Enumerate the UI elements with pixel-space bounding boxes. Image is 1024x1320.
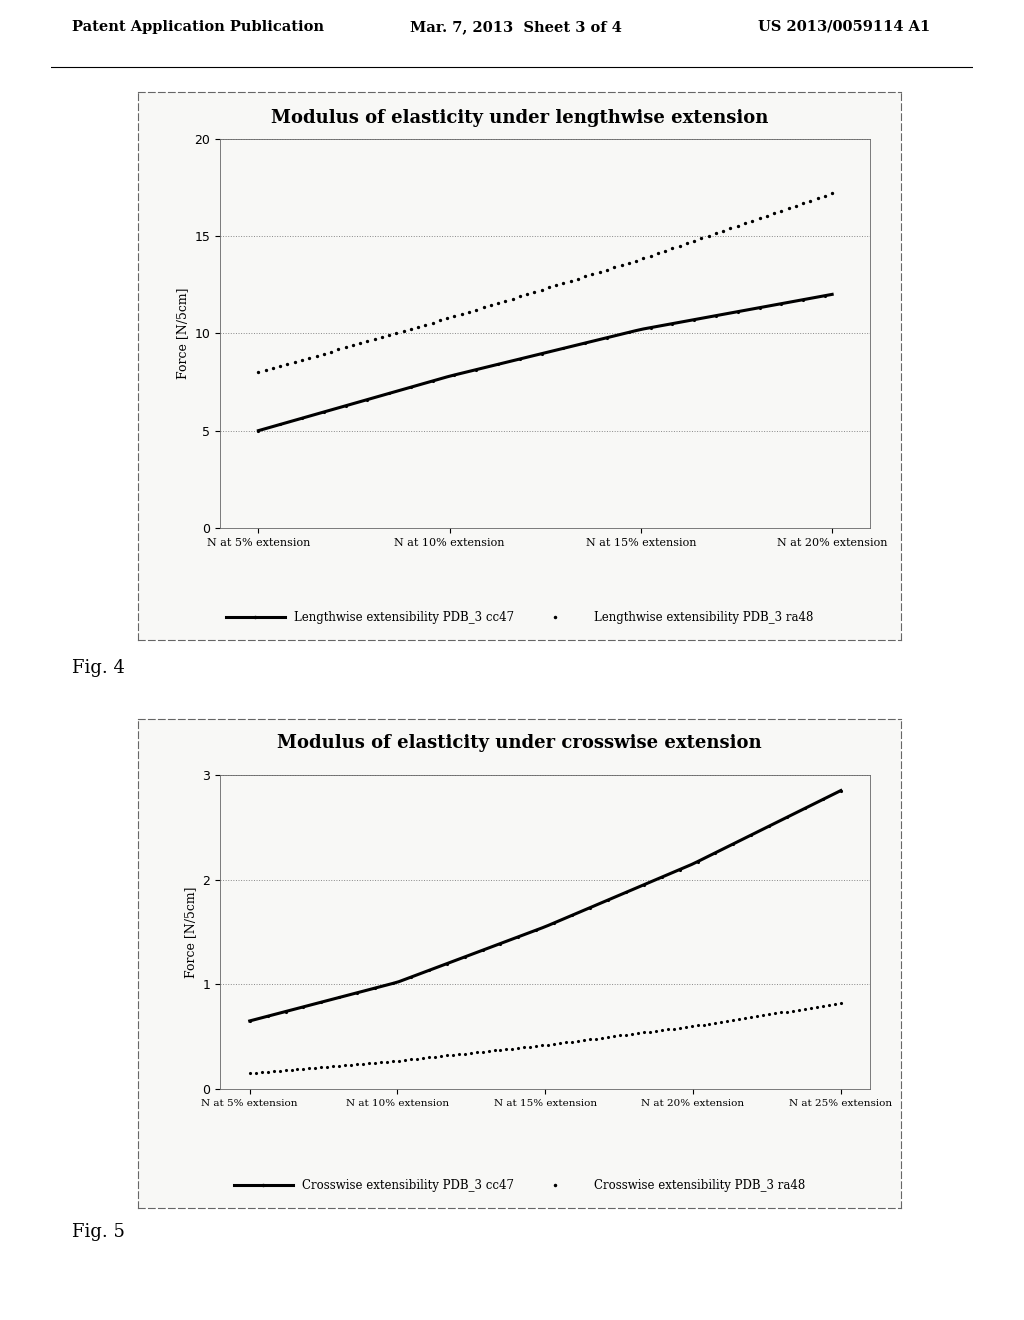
Text: Fig. 5: Fig. 5 (72, 1222, 125, 1241)
Legend: Lengthwise extensibility PDB_3 cc47, Lengthwise extensibility PDB_3 ra48: Lengthwise extensibility PDB_3 cc47, Len… (221, 606, 818, 628)
Text: Modulus of elasticity under lengthwise extension: Modulus of elasticity under lengthwise e… (271, 108, 768, 127)
Text: Fig. 4: Fig. 4 (72, 659, 125, 677)
Text: lengthwise vs. lengthwise-crosswise: lengthwise vs. lengthwise-crosswise (398, 788, 641, 801)
Text: US 2013/0059114 A1: US 2013/0059114 A1 (758, 20, 930, 34)
Text: Patent Application Publication: Patent Application Publication (72, 20, 324, 34)
Y-axis label: Force [N/5cm]: Force [N/5cm] (184, 886, 197, 978)
Text: lengthwise vs. lengthwise-crosswise: lengthwise vs. lengthwise-crosswise (398, 158, 641, 172)
Y-axis label: Force [N/5cm]: Force [N/5cm] (176, 288, 189, 379)
Text: Modulus of elasticity under crosswise extension: Modulus of elasticity under crosswise ex… (278, 734, 762, 752)
Legend: Crosswise extensibility PDB_3 cc47, Crosswise extensibility PDB_3 ra48: Crosswise extensibility PDB_3 cc47, Cros… (229, 1175, 810, 1197)
Text: Mar. 7, 2013  Sheet 3 of 4: Mar. 7, 2013 Sheet 3 of 4 (410, 20, 622, 34)
